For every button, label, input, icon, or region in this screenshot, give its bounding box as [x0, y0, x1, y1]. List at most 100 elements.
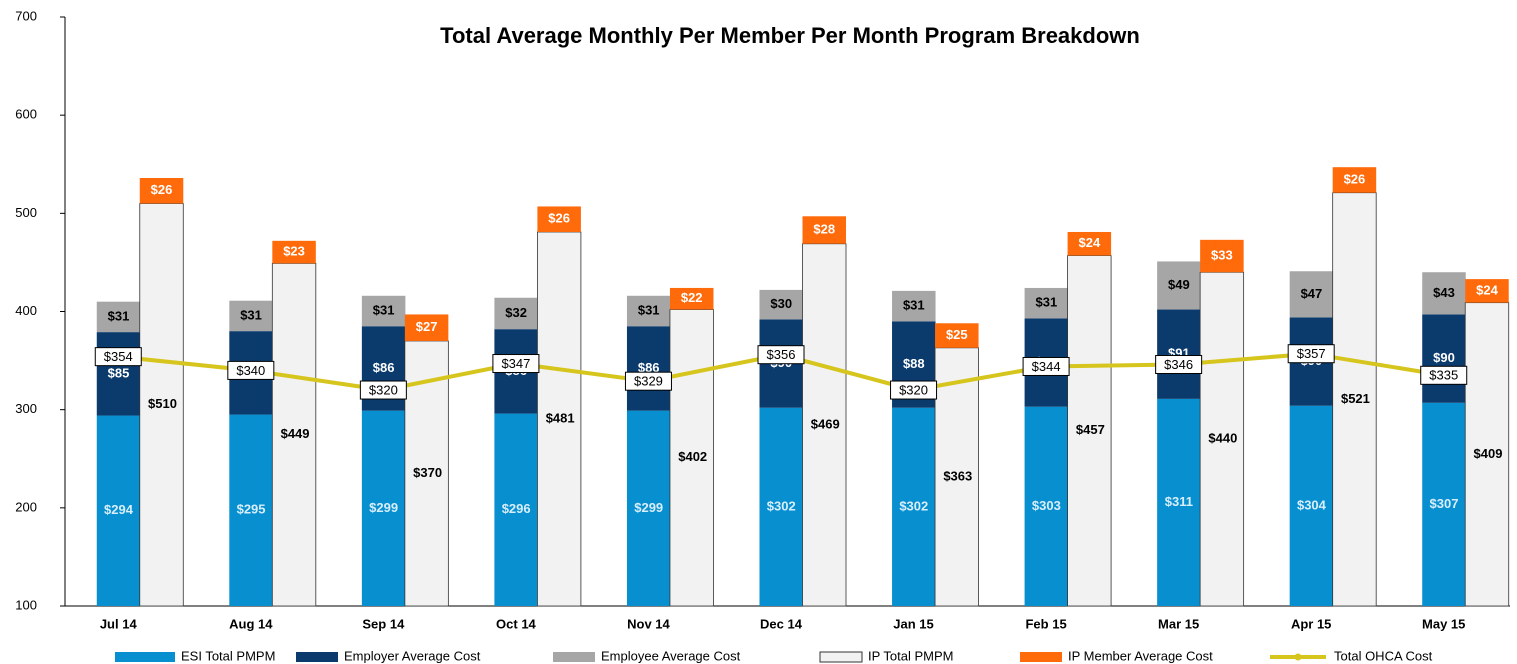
x-tick-label: Apr 15: [1291, 616, 1331, 631]
bar-segment: [759, 407, 803, 606]
legend-marker: [553, 652, 595, 662]
value-label: $26: [548, 211, 570, 226]
bar-segment: [537, 231, 582, 607]
y-tick-label: 100: [15, 597, 37, 612]
value-label: $457: [1076, 422, 1105, 437]
value-label: $440: [1208, 431, 1237, 446]
value-label: $43: [1433, 285, 1455, 300]
bar-segment: [494, 297, 538, 330]
value-label: $25: [946, 327, 968, 342]
value-label: $31: [638, 302, 660, 317]
bar-segment: [229, 300, 273, 332]
chart-title: Total Average Monthly Per Member Per Mon…: [440, 23, 1140, 48]
line-label: $356: [767, 347, 796, 362]
bar-segment: [1067, 255, 1112, 607]
y-tick-label: 500: [15, 205, 37, 220]
bar-segment: [626, 410, 671, 606]
legend-marker: [115, 652, 175, 662]
value-label: $31: [903, 298, 925, 313]
value-label: $307: [1430, 496, 1459, 511]
y-tick-label: 400: [15, 303, 37, 318]
bar-segment: [1157, 398, 1201, 606]
x-tick-label: Nov 14: [627, 616, 670, 631]
value-label: $299: [369, 500, 398, 515]
bar-segment: [892, 290, 936, 322]
value-label: $31: [373, 302, 395, 317]
bar-segment: [1289, 405, 1334, 606]
value-label: $33: [1211, 247, 1233, 262]
bar-segment: [1289, 271, 1334, 318]
bar-segment: [361, 410, 406, 606]
bar-segment: [669, 309, 714, 607]
legend-label: IP Member Average Cost: [1068, 648, 1213, 663]
line-label-box: [624, 371, 672, 391]
value-label: $521: [1341, 391, 1370, 406]
value-label: $30: [770, 296, 792, 311]
bar-segment: [1332, 192, 1377, 607]
x-tick-label: Dec 14: [760, 616, 803, 631]
line-label: $340: [236, 363, 265, 378]
bar-segment: [759, 289, 803, 320]
value-label: $28: [813, 221, 835, 236]
bar-segment: [934, 347, 979, 607]
value-label: $299: [634, 500, 663, 515]
line-label: $344: [1032, 359, 1061, 374]
value-label: $481: [546, 410, 575, 425]
bar-segment: [1422, 314, 1466, 403]
x-tick-label: May 15: [1422, 616, 1465, 631]
line-label: $347: [501, 356, 530, 371]
x-tick-label: Aug 14: [229, 616, 273, 631]
bar-segment: [537, 206, 581, 232]
value-label: $363: [943, 468, 972, 483]
bar-segment: [892, 407, 936, 606]
x-tick-label: Oct 14: [496, 616, 537, 631]
bar-segment: [1067, 231, 1112, 256]
line-label: $320: [369, 382, 398, 397]
value-label: $88: [903, 356, 925, 371]
y-tick-label: 200: [15, 499, 37, 514]
bar-segment: [802, 243, 847, 607]
value-label: $311: [1165, 494, 1193, 509]
x-tick-label: Feb 15: [1025, 616, 1066, 631]
x-tick-label: Jan 15: [893, 616, 933, 631]
value-label: $86: [373, 360, 395, 375]
bar-segment: [96, 332, 141, 416]
value-label: $49: [1168, 277, 1190, 292]
x-tick-label: Jul 14: [100, 616, 138, 631]
bar-segment: [1465, 279, 1509, 303]
bar-segment: [1200, 239, 1244, 273]
line-label-box: [1420, 365, 1468, 385]
legend-label: Total OHCA Cost: [1334, 648, 1433, 663]
bar-segment: [626, 295, 671, 327]
x-tick-label: Sep 14: [362, 616, 405, 631]
legend-marker: [1294, 653, 1302, 661]
bar-segment: [272, 240, 316, 264]
bar-segment: [1024, 287, 1069, 319]
line-label-box: [1022, 356, 1070, 376]
bar-segment: [1024, 406, 1069, 606]
y-tick-label: 700: [15, 8, 37, 23]
y-tick-label: 300: [15, 401, 37, 416]
bar-segment: [271, 262, 317, 607]
bar-segment: [1422, 402, 1466, 606]
line-label-box: [492, 354, 540, 374]
bar-segment: [229, 414, 273, 606]
value-label: $295: [237, 502, 266, 517]
value-label: $26: [151, 182, 173, 197]
line-label-box: [757, 345, 805, 365]
value-label: $409: [1474, 446, 1503, 461]
line-label: $329: [634, 374, 663, 389]
line-label: $354: [104, 349, 133, 364]
value-label: $90: [1433, 350, 1455, 365]
legend-label: Employee Average Cost: [601, 648, 741, 663]
value-label: $24: [1078, 235, 1100, 250]
bar-segment: [361, 295, 406, 327]
value-label: $22: [681, 290, 703, 305]
value-label: $86: [638, 360, 660, 375]
value-label: $296: [502, 501, 531, 516]
y-tick-label: 600: [15, 107, 37, 122]
line-label: $320: [899, 382, 928, 397]
value-label: $23: [283, 244, 305, 259]
bar-segment: [1464, 302, 1510, 607]
